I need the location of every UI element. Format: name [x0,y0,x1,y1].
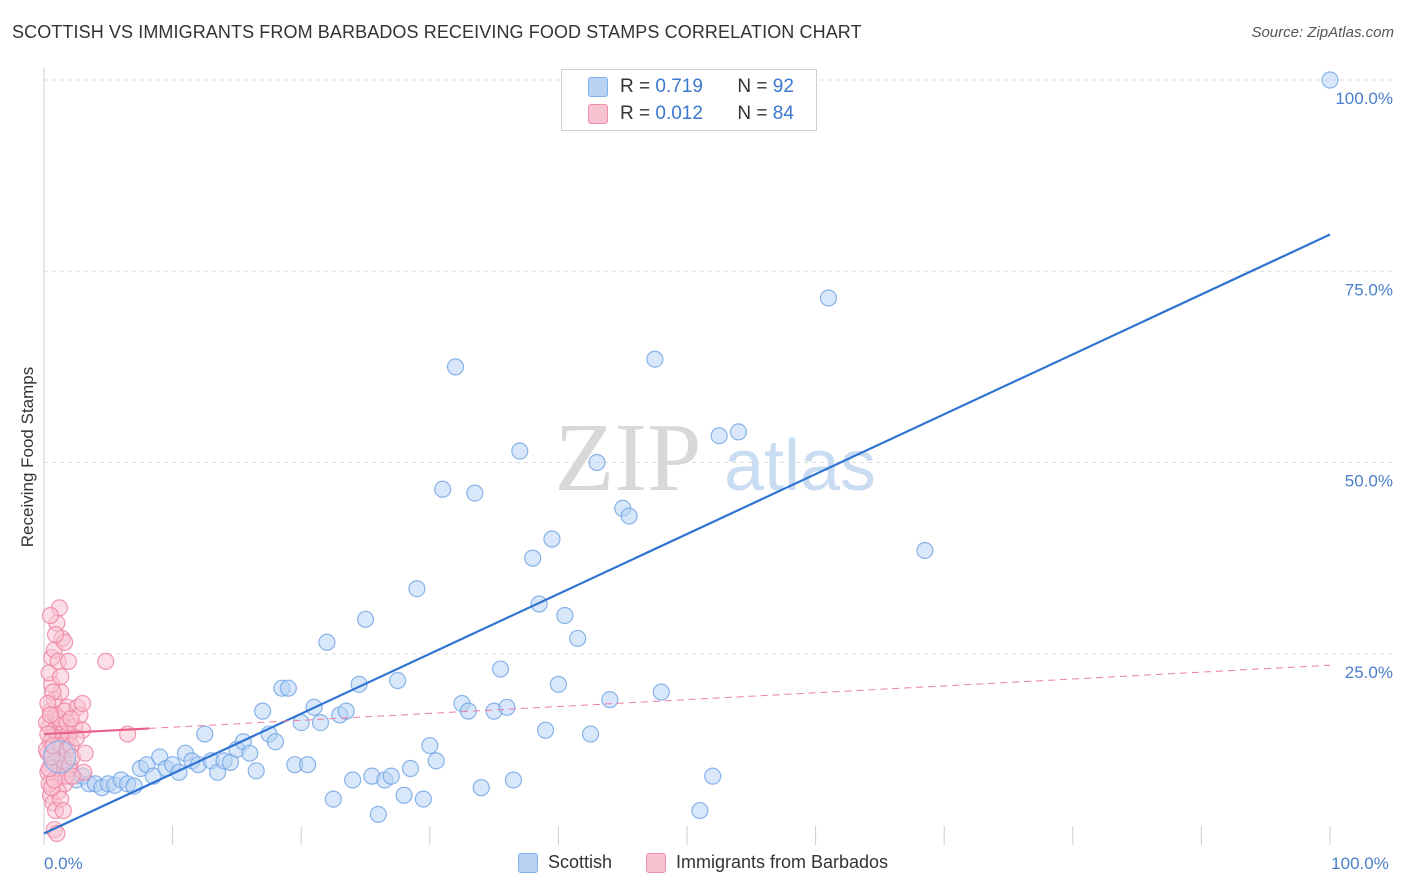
n-label: N = [737,103,768,124]
scottish-point [389,671,407,690]
scottish-point [401,759,420,778]
scottish-point [299,756,317,774]
scottish-point [311,713,330,732]
scottish-point [279,679,297,697]
legend-item-barbados[interactable]: Immigrants from Barbados [645,852,889,873]
scottish-point [704,767,722,785]
barbados-swatch [588,104,608,124]
scottish-point [196,725,214,743]
barbados-point [76,744,94,762]
barbados-point [54,801,72,820]
scottish-point [729,423,748,441]
scottish-point [318,633,336,651]
r-value-scottish: 0.719 [655,76,703,97]
barbados-point [41,706,60,724]
scottish-point [466,484,484,502]
barbados-point [52,668,70,686]
scottish-point [434,480,452,498]
scottish-point [556,606,574,625]
x-tick-label: 0.0% [44,854,83,873]
scottish-point [691,801,709,820]
barbados-swatch [645,852,666,873]
y-tick-label: 50.0% [1345,472,1393,491]
scottish-point [427,752,445,770]
correlation-legend: R = 0.719 N = 92 R = 0.012 N = 84 [561,69,817,131]
barbados-point [63,767,81,785]
scottish-point [581,725,600,743]
scottish-point [652,683,670,701]
barbados-point [41,606,60,625]
legend-label-barbados: Immigrants from Barbados [675,852,889,872]
scottish-point [414,790,432,808]
scottish-point [588,453,606,472]
y-tick-label: 100.0% [1335,89,1393,108]
scottish-point [254,702,272,720]
r-label: R = [620,76,651,97]
watermark: ZIP atlas [555,404,877,512]
scottish-point [446,358,465,376]
scottish-point [543,530,561,548]
scottish-point [601,691,619,709]
watermark-zip: ZIP [555,404,702,512]
barbados-point [62,710,80,728]
scottish-point [369,805,387,824]
scottish-point [524,549,542,567]
scottish-trend-line [43,233,1331,835]
n-label: N = [737,76,768,97]
r-label: R = [620,103,651,124]
barbados-trend-line-dashed [149,664,1331,729]
scottish-point [819,289,838,307]
scottish-point [421,736,439,755]
scottish-point [620,507,638,525]
scottish-point [472,779,490,797]
scottish-point [408,580,426,598]
barbados-point [67,729,85,747]
scottish-swatch [588,77,608,97]
scottish-point [344,771,362,789]
barbados-point [97,652,115,671]
watermark-atlas: atlas [724,426,876,506]
gridlines [44,79,1395,655]
scottish-point [247,762,265,780]
scottish-point [324,790,342,808]
legend-row-scottish: R = 0.719 N = 92 [588,74,794,100]
barbados-trend-line-solid [43,727,150,736]
n-value-scottish: 92 [772,76,794,97]
scottish-swatch [517,852,538,873]
scottish-point [356,610,375,628]
n-value-barbados: 84 [772,103,794,124]
legend-label-scottish: Scottish [547,852,612,872]
scottish-point [395,786,413,804]
scottish-point [646,350,664,368]
barbados-point [59,652,78,671]
barbados-point [73,694,92,713]
scottish-point [916,541,934,560]
chart-title: SCOTTISH VS IMMIGRANTS FROM BARBADOS REC… [12,22,862,42]
r-value-barbados: 0.012 [655,103,703,124]
scottish-point [511,442,529,460]
legend-row-barbados: R = 0.012 N = 84 [588,101,794,127]
scottish-point [42,740,76,774]
series-legend: Scottish Immigrants from Barbados [0,852,1406,873]
scottish-point [536,721,555,739]
y-tick-label: 25.0% [1345,663,1393,682]
scottish-point [549,675,568,693]
scottish-point [337,702,355,720]
scottish-point [1321,71,1339,89]
barbados-point [46,626,65,644]
scottish-point [266,733,285,751]
scottish-point [498,698,516,716]
source-label: Source: ZipAtlas.com [1251,24,1394,41]
x-tick-label: 100.0% [1331,854,1389,873]
scottish-point [569,629,587,648]
y-tick-label: 75.0% [1345,280,1393,299]
scottish-point [382,767,400,785]
scottish-point [241,744,259,762]
scottish-point [504,771,522,789]
legend-item-scottish[interactable]: Scottish [517,852,612,873]
scottish-point [491,660,510,678]
scottish-point [710,427,728,445]
